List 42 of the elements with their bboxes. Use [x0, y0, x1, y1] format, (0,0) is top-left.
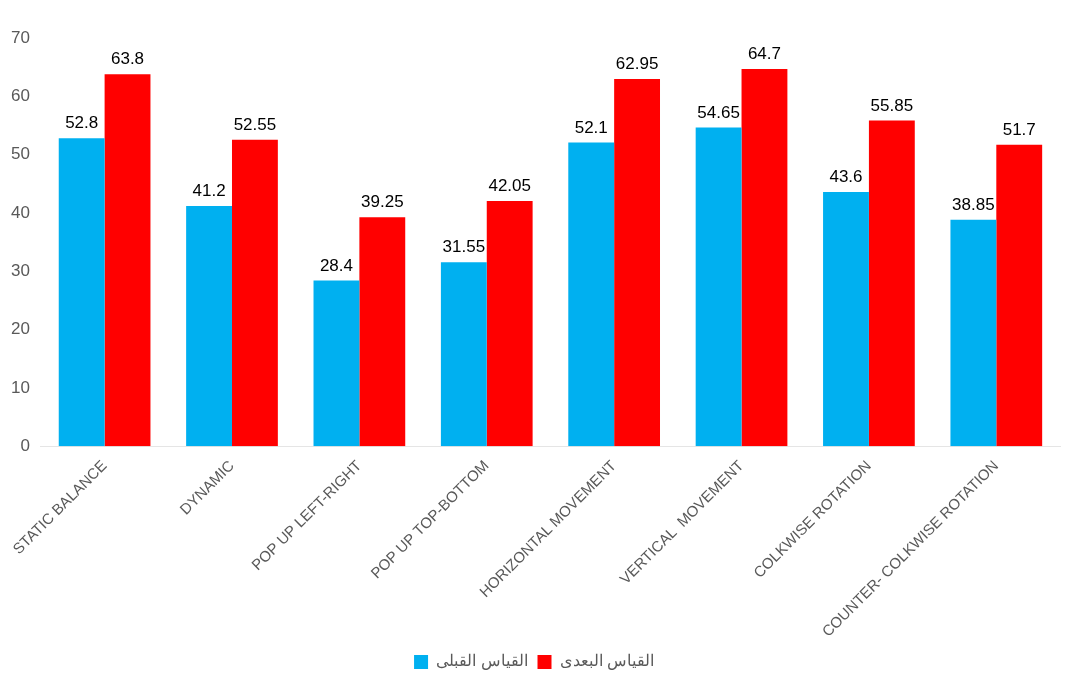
y-tick-label: 50 — [10, 144, 30, 164]
y-tick-label: 20 — [10, 319, 30, 339]
bar — [568, 142, 615, 447]
bar — [186, 205, 232, 447]
legend-label: القياس القبلى — [436, 652, 528, 671]
data-label: 52.55 — [233, 114, 277, 134]
bar — [868, 120, 915, 447]
data-label: 31.55 — [442, 237, 486, 257]
data-label: 64.7 — [747, 44, 782, 64]
data-label: 43.6 — [829, 167, 863, 187]
data-label: 51.7 — [1002, 119, 1036, 139]
data-label: 63.8 — [110, 49, 145, 69]
y-tick-label: 10 — [10, 377, 30, 397]
bar — [695, 127, 742, 447]
bar — [950, 219, 997, 447]
y-tick-label: 0 — [20, 435, 30, 455]
data-label: 55.85 — [870, 95, 914, 115]
data-label: 42.05 — [488, 176, 531, 196]
bar — [823, 191, 869, 447]
bar — [58, 138, 105, 447]
y-tick-label: 70 — [10, 27, 30, 47]
bar — [996, 144, 1043, 447]
legend-label: القياس البعدى — [559, 652, 654, 671]
bar — [231, 139, 278, 447]
y-tick-label: 60 — [10, 86, 30, 105]
data-label: 62.95 — [615, 54, 659, 74]
data-label: 52.8 — [65, 113, 99, 133]
y-tick-label: 30 — [10, 260, 30, 280]
bar — [741, 68, 788, 447]
bar — [614, 79, 661, 447]
y-tick-label: 40 — [10, 202, 30, 222]
data-label: 38.85 — [952, 194, 995, 214]
bar — [440, 262, 487, 447]
data-label: 52.1 — [574, 117, 608, 137]
data-label: 39.25 — [361, 192, 404, 212]
bar — [313, 280, 360, 447]
bar — [486, 200, 533, 447]
bar — [104, 74, 151, 447]
data-label: 41.2 — [192, 181, 226, 201]
bar — [359, 217, 406, 447]
data-label: 54.65 — [697, 102, 740, 122]
data-label: 28.4 — [319, 255, 353, 275]
